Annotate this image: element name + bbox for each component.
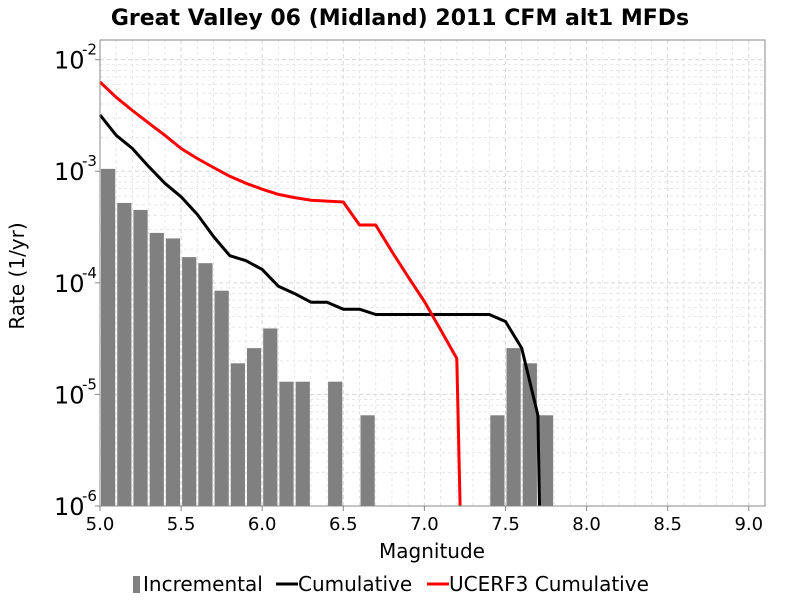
- y-tick-label: 10: [54, 381, 85, 409]
- y-axis-ticks: 10-610-510-410-310-2: [54, 41, 100, 521]
- y-tick-exponent: -3: [82, 152, 97, 170]
- x-tick-label: 5.5: [167, 514, 196, 535]
- incremental-bar: [117, 202, 132, 506]
- y-tick-label: 10: [54, 270, 85, 298]
- incremental-bar: [133, 209, 148, 506]
- incremental-bar: [149, 232, 164, 507]
- x-tick-label: 9.0: [734, 514, 763, 535]
- incremental-bar: [490, 415, 505, 506]
- incremental-bar: [295, 381, 310, 506]
- incremental-bar: [230, 363, 245, 506]
- legend-label-cumulative: Cumulative: [298, 572, 412, 596]
- incremental-bar: [165, 238, 181, 507]
- chart-title: Great Valley 06 (Midland) 2011 CFM alt1 …: [111, 6, 689, 31]
- incremental-bar: [360, 415, 375, 506]
- incremental-bar: [198, 263, 213, 506]
- incremental-bar: [214, 290, 229, 506]
- x-tick-label: 6.0: [248, 514, 277, 535]
- cumulative-lines: [98, 80, 541, 507]
- legend-swatch-incremental: [133, 576, 140, 593]
- incremental-bar: [246, 348, 262, 506]
- y-axis-label: Rate (1/yr): [5, 222, 29, 329]
- incremental-bar: [182, 257, 197, 506]
- legend-label-incremental: Incremental: [143, 572, 263, 596]
- incremental-bar: [101, 168, 116, 506]
- x-axis-ticks: 5.0 5.5 6.0 6.5 7.0 7.5 8.0 8.5 9.0: [86, 506, 763, 535]
- y-tick-exponent: -5: [82, 375, 97, 393]
- incremental-bar: [506, 348, 521, 506]
- x-tick-label: 7.5: [491, 514, 520, 535]
- plot-frame: [99, 39, 766, 507]
- incremental-bar: [328, 381, 343, 506]
- legend-label-ucerf3-cumulative: UCERF3 Cumulative: [449, 572, 649, 596]
- x-tick-label: 5.0: [86, 514, 115, 535]
- x-tick-label: 6.5: [329, 514, 358, 535]
- y-tick-label: 10: [54, 493, 85, 521]
- incremental-bar: [538, 415, 554, 506]
- ucerf3-cumulative-line: [98, 80, 462, 507]
- y-tick-exponent: -2: [82, 41, 97, 59]
- y-tick-label: 10: [54, 47, 85, 75]
- y-tick-exponent: -6: [82, 487, 97, 505]
- x-tick-label: 8.5: [653, 514, 682, 535]
- incremental-bar: [263, 328, 278, 506]
- x-tick-label: 8.0: [572, 514, 601, 535]
- legend: Incremental Cumulative UCERF3 Cumulative: [133, 572, 649, 596]
- y-tick-label: 10: [54, 158, 85, 186]
- incremental-bar: [279, 381, 294, 506]
- x-tick-label: 7.0: [410, 514, 439, 535]
- cumulative-line: [98, 113, 541, 507]
- incremental-bars: [101, 168, 554, 507]
- y-tick-exponent: -4: [82, 264, 97, 282]
- x-axis-label: Magnitude: [379, 539, 485, 563]
